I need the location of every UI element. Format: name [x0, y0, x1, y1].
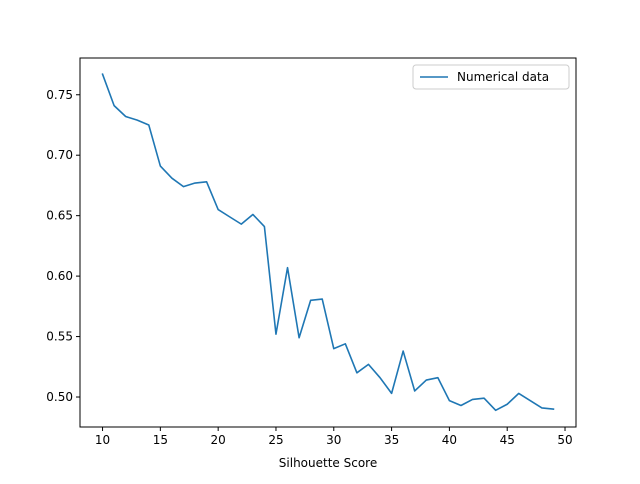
y-axis-ticks: 0.50 0.55 0.60 0.65 0.70 0.75 — [46, 88, 80, 404]
x-axis-ticks: 10 15 20 25 30 35 40 45 50 — [95, 427, 573, 447]
series-layer — [101, 73, 555, 412]
legend-label: Numerical data — [457, 70, 549, 84]
x-tick-label: 35 — [384, 433, 399, 447]
y-tick-label: 0.75 — [46, 88, 73, 102]
x-tick-label: 15 — [153, 433, 168, 447]
x-tick-label: 25 — [268, 433, 283, 447]
x-tick-label: 20 — [211, 433, 226, 447]
x-tick-label: 10 — [95, 433, 110, 447]
y-tick-label: 0.70 — [46, 148, 73, 162]
x-tick-label: 30 — [326, 433, 341, 447]
x-axis-label: Silhouette Score — [279, 456, 377, 470]
legend-box — [412, 64, 570, 90]
y-tick-label: 0.60 — [46, 269, 73, 283]
y-tick-label: 0.50 — [46, 390, 73, 404]
x-tick-label: 50 — [557, 433, 572, 447]
x-tick-label: 40 — [442, 433, 457, 447]
plot-area-frame — [79, 57, 577, 428]
legend: Numerical data — [412, 64, 570, 90]
y-tick-label: 0.65 — [46, 209, 73, 223]
x-tick-label: 45 — [500, 433, 515, 447]
series-line-0 — [101, 73, 555, 412]
y-tick-label: 0.55 — [46, 330, 73, 344]
